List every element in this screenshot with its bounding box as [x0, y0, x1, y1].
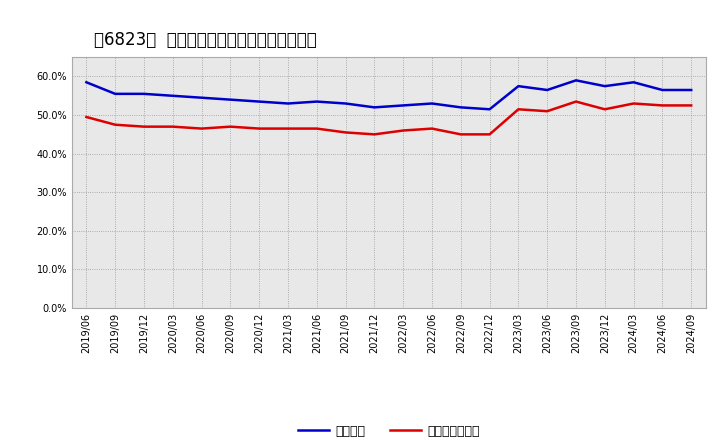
固定長期適合率 [600, 106, 609, 112]
固定比率 [168, 93, 177, 99]
Legend: 固定比率, 固定長期適合率: 固定比率, 固定長期適合率 [292, 420, 485, 440]
固定比率 [485, 106, 494, 112]
固定長期適合率 [168, 124, 177, 129]
固定比率 [456, 105, 465, 110]
固定長期適合率 [284, 126, 292, 131]
固定比率 [428, 101, 436, 106]
固定長期適合率 [687, 103, 696, 108]
固定比率 [370, 105, 379, 110]
固定比率 [140, 91, 148, 96]
固定長期適合率 [428, 126, 436, 131]
Line: 固定比率: 固定比率 [86, 81, 691, 109]
固定比率 [312, 99, 321, 104]
固定比率 [572, 78, 580, 83]
固定比率 [658, 88, 667, 93]
固定長期適合率 [255, 126, 264, 131]
固定比率 [255, 99, 264, 104]
固定長期適合率 [111, 122, 120, 127]
固定比率 [687, 88, 696, 93]
固定長期適合率 [370, 132, 379, 137]
固定比率 [82, 80, 91, 85]
固定長期適合率 [312, 126, 321, 131]
Line: 固定長期適合率: 固定長期適合率 [86, 102, 691, 134]
固定比率 [514, 84, 523, 89]
固定長期適合率 [226, 124, 235, 129]
固定長期適合率 [82, 114, 91, 120]
固定長期適合率 [341, 130, 350, 135]
Text: ［6823］  固定比率、固定長期適合率の推移: ［6823］ 固定比率、固定長期適合率の推移 [94, 31, 316, 49]
固定比率 [226, 97, 235, 102]
固定比率 [341, 101, 350, 106]
固定長期適合率 [140, 124, 148, 129]
固定長期適合率 [485, 132, 494, 137]
固定長期適合率 [456, 132, 465, 137]
固定長期適合率 [543, 109, 552, 114]
固定比率 [111, 91, 120, 96]
固定長期適合率 [629, 101, 638, 106]
固定長期適合率 [514, 106, 523, 112]
固定比率 [197, 95, 206, 100]
固定長期適合率 [399, 128, 408, 133]
固定比率 [600, 84, 609, 89]
固定長期適合率 [197, 126, 206, 131]
固定長期適合率 [572, 99, 580, 104]
固定比率 [399, 103, 408, 108]
固定比率 [629, 80, 638, 85]
固定比率 [284, 101, 292, 106]
固定比率 [543, 88, 552, 93]
固定長期適合率 [658, 103, 667, 108]
